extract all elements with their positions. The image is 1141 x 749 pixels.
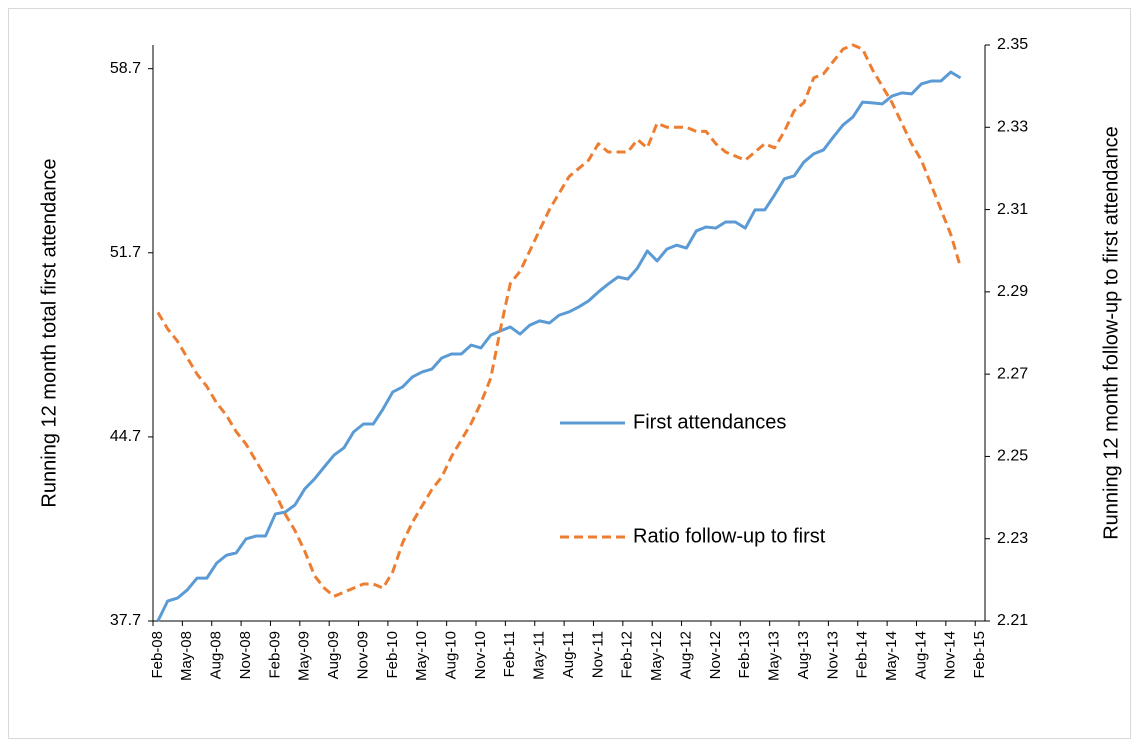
series-line: [156, 70, 962, 622]
x-tick-label: Aug-13: [795, 631, 812, 679]
x-tick-label: May-14: [883, 631, 900, 681]
y2-tick-label: 2.31: [997, 201, 1028, 218]
y-axis-title: Running 12 month total first attendance: [38, 158, 60, 507]
x-tick-label: Aug-11: [560, 631, 577, 678]
y2-tick-label: 2.35: [997, 36, 1028, 53]
y-tick-label: 51.7: [110, 244, 141, 261]
x-tick-label: Aug-09: [325, 631, 342, 679]
x-tick-label: May-12: [648, 631, 665, 681]
x-tick-label: Feb-11: [501, 631, 518, 677]
series-line: [156, 43, 962, 598]
y2-tick-label: 2.21: [997, 612, 1028, 629]
y2-tick-label: 2.25: [997, 448, 1028, 465]
x-tick-label: Nov-09: [354, 631, 371, 679]
x-tick-label: Aug-10: [443, 631, 460, 679]
x-tick-label: Feb-09: [266, 631, 283, 679]
legend-label: First attendances: [633, 411, 786, 433]
x-tick-label: Nov-10: [472, 631, 489, 679]
x-tick-label: Feb-13: [736, 631, 753, 679]
x-tick-label: May-09: [296, 631, 313, 681]
y2-tick-label: 2.23: [997, 530, 1028, 547]
y2-axis-title: Running 12 month follow-up to first atte…: [1100, 126, 1122, 540]
x-tick-label: Nov-11: [589, 631, 606, 678]
x-tick-label: May-13: [766, 631, 783, 681]
x-tick-label: Aug-14: [912, 631, 929, 679]
x-tick-label: Nov-13: [824, 631, 841, 679]
legend-label: Ratio follow-up to first: [633, 525, 826, 547]
y2-tick-label: 2.27: [997, 365, 1028, 382]
y-tick-label: 58.7: [110, 60, 141, 77]
chart-border: [8, 8, 1131, 739]
x-tick-label: May-10: [413, 631, 430, 681]
x-tick-label: Nov-08: [237, 631, 254, 679]
x-tick-label: Aug-08: [208, 631, 225, 679]
y-tick-label: 44.7: [110, 428, 141, 445]
x-tick-label: Feb-12: [619, 631, 636, 679]
x-tick-label: Feb-14: [854, 631, 871, 679]
y2-tick-label: 2.33: [997, 119, 1028, 136]
y2-tick-label: 2.29: [997, 283, 1028, 300]
x-tick-label: May-11: [531, 631, 548, 680]
y-tick-label: 37.7: [110, 612, 141, 629]
x-tick-label: Feb-15: [971, 631, 988, 679]
x-tick-label: Aug-12: [677, 631, 694, 679]
x-tick-label: Feb-08: [149, 631, 166, 679]
x-tick-label: Feb-10: [384, 631, 401, 679]
x-tick-label: Nov-14: [942, 631, 959, 679]
x-tick-label: May-08: [178, 631, 195, 681]
x-tick-label: Nov-12: [707, 631, 724, 679]
